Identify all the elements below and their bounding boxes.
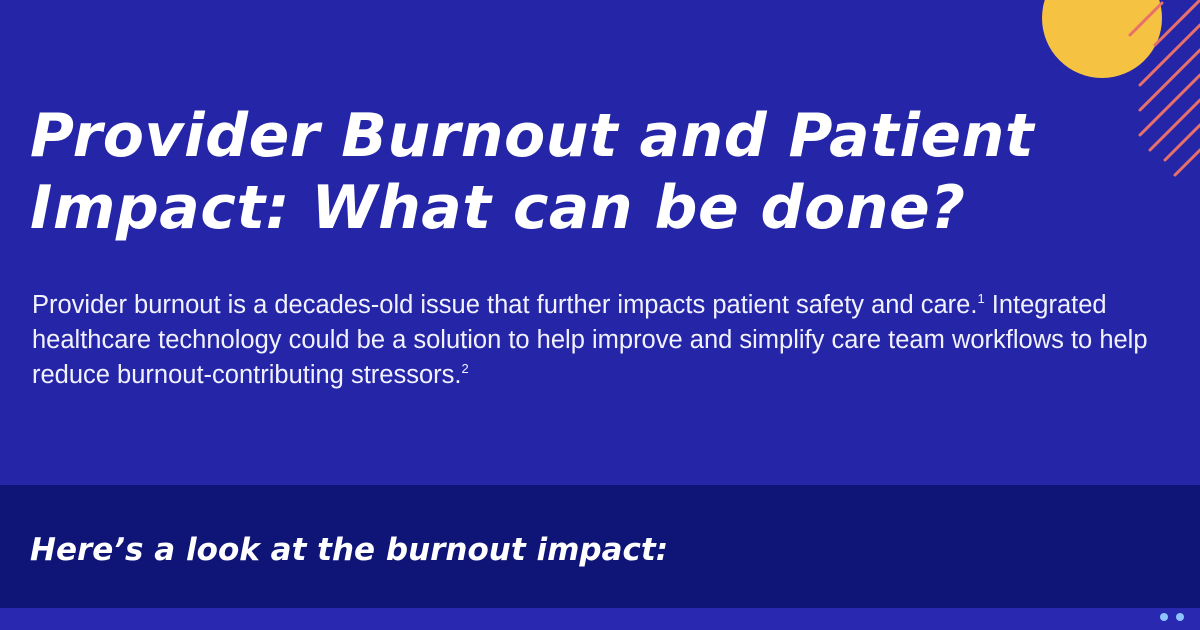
intro-paragraph: Provider burnout is a decades-old issue … (32, 288, 1182, 393)
stripes-lines (1128, 0, 1200, 177)
page-title: Provider Burnout and Patient Impact: Wha… (30, 101, 1034, 243)
intro-text: Provider burnout is a decades-old issue … (32, 291, 978, 319)
pagination-dot (1176, 613, 1184, 621)
intro-text-2: Integrated healthcare technology could b… (32, 291, 1148, 389)
pagination-dot (1160, 613, 1168, 621)
section-band (0, 485, 1200, 608)
footnote-ref-2: 2 (461, 361, 469, 376)
section-heading: Here’s a look at the burnout impact: (30, 532, 669, 568)
pagination-dots (1160, 613, 1184, 621)
stripes-decoration (1128, 0, 1200, 177)
hero-section: Provider Burnout and Patient Impact: Wha… (30, 0, 1200, 393)
footnote-ref-1: 1 (977, 291, 985, 306)
bottom-strip (0, 608, 1200, 630)
